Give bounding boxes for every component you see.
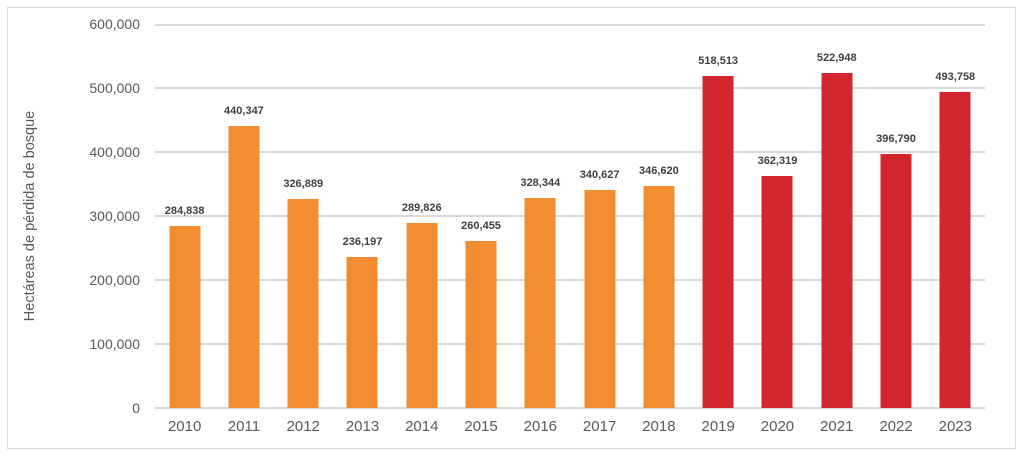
bar-cell: 522,948 — [807, 24, 866, 408]
x-axis-label: 2019 — [701, 418, 735, 435]
bar-2012 — [287, 198, 319, 408]
bar-2013 — [346, 256, 378, 408]
bar-2016 — [524, 197, 556, 408]
bar-value-label: 493,758 — [935, 71, 976, 83]
bar-value-label: 362,319 — [757, 155, 798, 168]
bar-2014 — [406, 222, 438, 408]
bar-cell: 340,627 — [570, 24, 629, 408]
bar-cell: 518,513 — [689, 24, 748, 408]
x-axis-label: 2011 — [227, 418, 261, 435]
gridline — [155, 151, 985, 153]
bar-2020 — [761, 176, 793, 408]
bar-cell: 328,344 — [511, 24, 570, 408]
x-axis-label: 2016 — [523, 418, 558, 435]
plot-area: 284,838 440,347 326,889 236,197 289,826 260,4… — [155, 24, 985, 409]
bar-2022 — [880, 154, 912, 408]
y-axis-title: Hectáreas de pérdida de bosque — [22, 110, 38, 322]
y-axis-ticks: 0 100,000 200,000 300,000 400,000 500,000 600,… — [55, 16, 140, 416]
x-axis-label: 2012 — [286, 418, 320, 435]
x-axis-label: 2023 — [938, 418, 972, 435]
x-axis-labels: 2010 2011 2012 2013 2014 2015 2016 2017 2018 2019… — [155, 417, 985, 437]
bar-value-label: 289,826 — [401, 201, 442, 214]
bar-cell: 289,826 — [392, 24, 451, 408]
bar-cell: 493,758 — [926, 24, 985, 408]
bar-cell: 362,319 — [748, 24, 807, 408]
x-axis-label: 2020 — [760, 418, 795, 435]
bar-value-label: 518,513 — [698, 55, 739, 68]
bar-cell: 440,347 — [214, 24, 273, 408]
bar-value-label: 328,344 — [520, 176, 561, 189]
bar-cell: 326,889 — [274, 24, 333, 408]
bar-value-label: 346,620 — [639, 165, 679, 178]
bar-value-label: 326,889 — [283, 177, 324, 190]
y-tick-label: 100,000 — [89, 336, 140, 352]
gridline — [155, 24, 985, 26]
gridline — [155, 87, 985, 89]
x-axis-label: 2014 — [405, 418, 439, 435]
bar-2019 — [702, 76, 734, 408]
bar-2021 — [821, 73, 853, 408]
y-tick-label: 200,000 — [89, 272, 140, 288]
bar-cell: 284,838 — [155, 24, 214, 408]
x-axis-label: 2013 — [345, 418, 380, 435]
bar-value-label: 284,838 — [164, 204, 205, 217]
gridline — [155, 215, 985, 217]
bars-container: 284,838 440,347 326,889 236,197 289,826 260,4… — [155, 24, 985, 408]
bar-2017 — [584, 190, 616, 408]
bar-value-label: 260,455 — [461, 220, 501, 233]
x-axis-label: 2015 — [464, 418, 498, 435]
y-tick-label: 400,000 — [89, 144, 140, 160]
gridline — [155, 343, 985, 345]
x-axis-label: 2021 — [820, 418, 854, 435]
bar-value-label: 440,347 — [224, 105, 264, 118]
y-tick-label: 600,000 — [89, 16, 140, 32]
bar-cell: 396,790 — [866, 24, 925, 408]
bar-2015 — [465, 241, 497, 408]
bar-value-label: 396,790 — [876, 133, 916, 146]
bar-value-label: 522,948 — [816, 52, 857, 65]
y-tick-label: 0 — [132, 400, 140, 416]
bar-2018 — [643, 186, 675, 408]
x-axis-label: 2010 — [167, 418, 202, 435]
gridline — [155, 279, 985, 281]
bar-cell: 260,455 — [451, 24, 510, 408]
x-axis-label: 2017 — [582, 418, 617, 435]
bar-cell: 346,620 — [629, 24, 688, 408]
bar-2011 — [228, 126, 260, 408]
bar-value-label: 236,197 — [342, 235, 383, 248]
x-axis-label: 2018 — [642, 418, 676, 435]
y-tick-label: 500,000 — [89, 80, 140, 96]
bar-2023 — [939, 92, 971, 408]
bar-cell: 236,197 — [333, 24, 392, 408]
gridline — [155, 407, 985, 409]
bar-value-label: 340,627 — [579, 169, 620, 181]
x-axis-label: 2022 — [879, 418, 913, 435]
y-tick-label: 300,000 — [89, 208, 140, 224]
bar-2010 — [169, 225, 201, 408]
